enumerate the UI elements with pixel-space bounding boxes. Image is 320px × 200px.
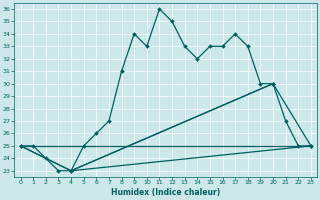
X-axis label: Humidex (Indice chaleur): Humidex (Indice chaleur): [111, 188, 220, 197]
